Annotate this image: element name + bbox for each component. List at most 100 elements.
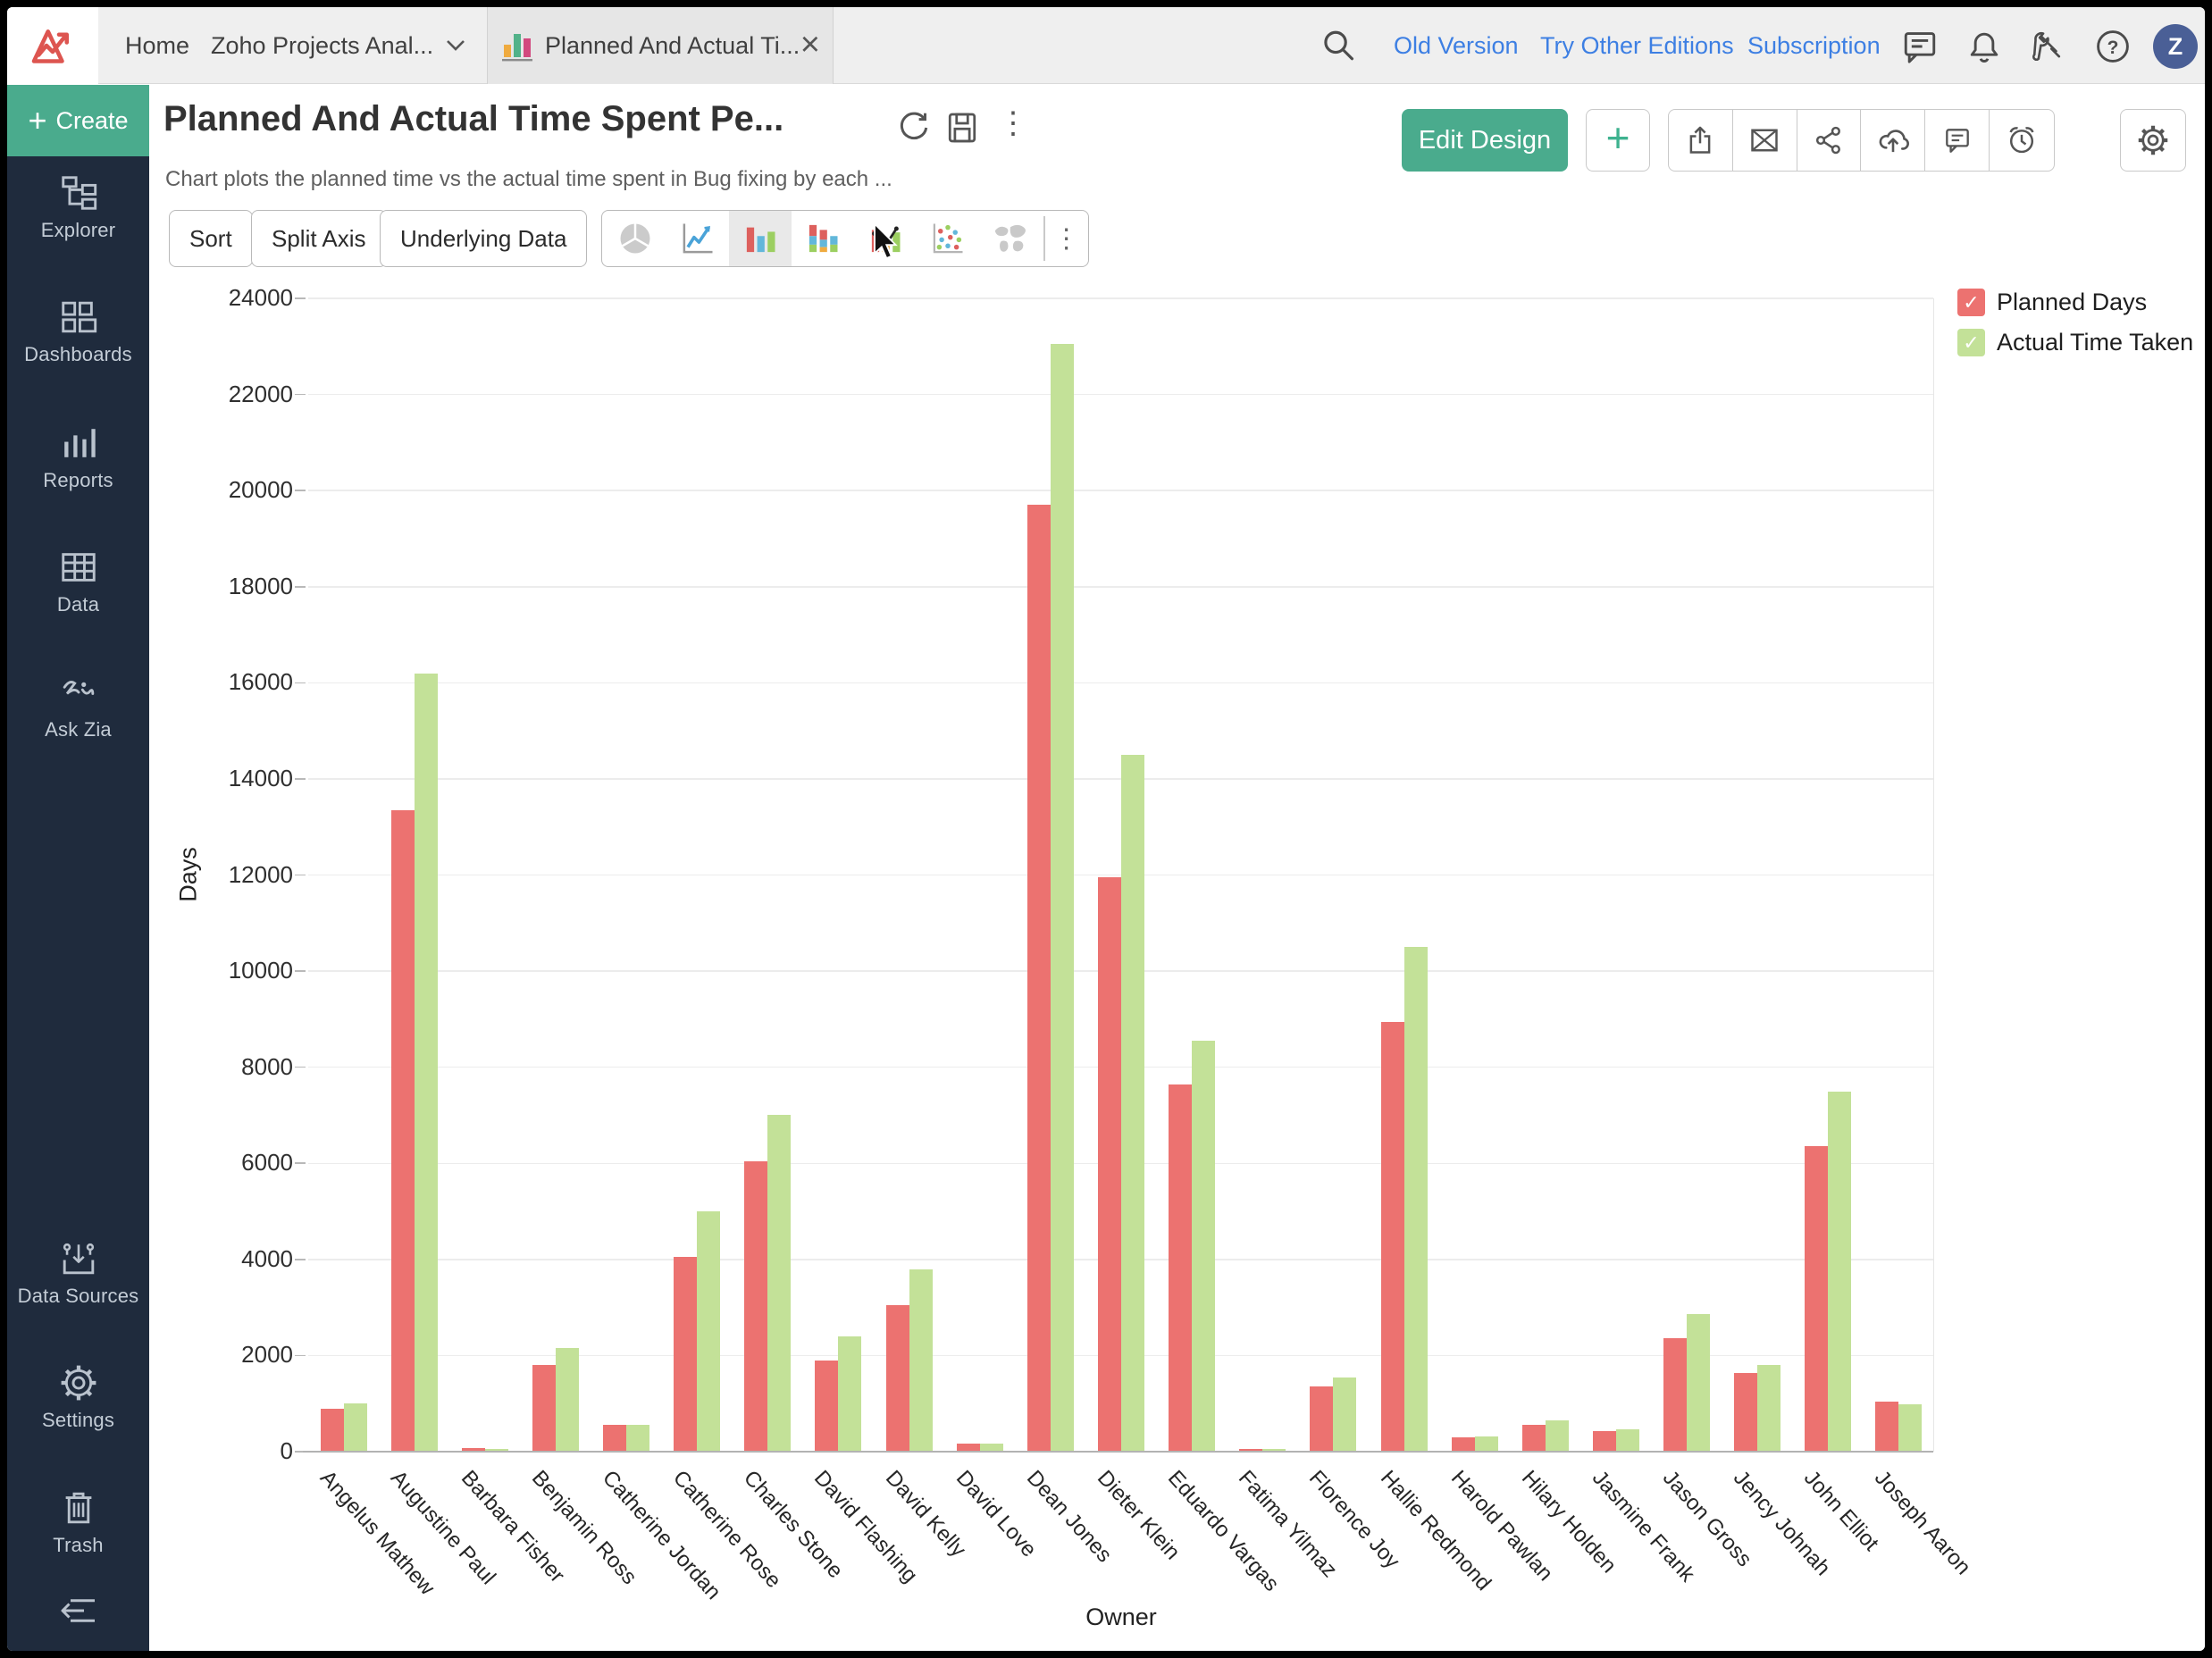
save-icon[interactable] — [944, 110, 980, 146]
bar-actual-time-taken[interactable] — [1333, 1377, 1357, 1452]
trash-icon — [65, 1492, 91, 1524]
bar-actual-time-taken[interactable] — [1262, 1448, 1286, 1452]
underlying-data-button[interactable]: Underlying Data — [380, 210, 588, 267]
bar-planned-days[interactable] — [1734, 1372, 1758, 1452]
export-button[interactable] — [1669, 110, 1733, 171]
bar-actual-time-taken[interactable] — [1687, 1313, 1711, 1452]
bar-planned-days[interactable] — [1451, 1436, 1475, 1452]
bar-planned-days[interactable] — [1592, 1431, 1616, 1452]
stacked-bar-chart-icon[interactable] — [792, 211, 854, 266]
bar-actual-time-taken[interactable] — [414, 673, 438, 1452]
share-button[interactable] — [1797, 110, 1862, 171]
bar-actual-time-taken[interactable] — [1545, 1420, 1569, 1452]
notifications-bell-icon[interactable] — [1965, 28, 2003, 65]
bar-chart-type-icon[interactable] — [729, 211, 792, 266]
bar-planned-days[interactable] — [1663, 1337, 1688, 1452]
link-subscription[interactable]: Subscription — [1747, 32, 1881, 59]
legend-item-planned-days[interactable]: ✓ Planned Days — [1957, 289, 2193, 316]
sidebar-item-data[interactable]: Data — [7, 547, 149, 616]
nav-home[interactable]: Home — [125, 32, 190, 59]
sidebar-item-explorer[interactable]: Explorer — [7, 172, 149, 242]
create-button[interactable]: + Create — [7, 85, 149, 156]
bar-actual-time-taken[interactable] — [1050, 344, 1074, 1452]
bar-actual-time-taken[interactable] — [1898, 1404, 1923, 1452]
bar-actual-time-taken[interactable] — [697, 1211, 721, 1452]
comments-button[interactable] — [1925, 110, 1990, 171]
bar-actual-time-taken[interactable] — [1828, 1091, 1852, 1452]
bar-actual-time-taken[interactable] — [343, 1403, 367, 1452]
report-subtitle: Chart plots the planned time vs the actu… — [165, 167, 892, 191]
map-chart-icon[interactable] — [979, 211, 1042, 266]
bar-planned-days[interactable] — [956, 1443, 980, 1452]
edit-design-button[interactable]: Edit Design — [1402, 109, 1568, 172]
sidebar-item-data-sources[interactable]: Data Sources — [7, 1238, 149, 1308]
settings-gear-button[interactable] — [2120, 109, 2186, 172]
bar-planned-days[interactable] — [1521, 1424, 1546, 1452]
bar-actual-time-taken[interactable] — [555, 1348, 579, 1452]
scatter-chart-icon[interactable] — [917, 211, 979, 266]
bar-actual-time-taken[interactable] — [838, 1336, 862, 1452]
bar-planned-days[interactable] — [1098, 877, 1121, 1452]
kebab-menu-icon[interactable]: ⋮ — [998, 106, 1028, 140]
nav-workspace[interactable]: Zoho Projects Anal... — [211, 7, 465, 84]
refresh-icon[interactable] — [896, 110, 932, 146]
legend-item-actual-time-taken[interactable]: ✓ Actual Time Taken — [1957, 329, 2193, 356]
plot-area: 0 2000 4000 6000 8000 10000 12000 14000 16000 180… — [229, 284, 1976, 1604]
bar-planned-days[interactable] — [603, 1424, 627, 1452]
chevron-down-icon — [447, 40, 465, 51]
pie-chart-icon[interactable] — [604, 211, 666, 266]
sidebar-item-settings[interactable]: Settings — [7, 1362, 149, 1432]
bar-actual-time-taken[interactable] — [1474, 1436, 1498, 1452]
bar-planned-days[interactable] — [744, 1160, 768, 1452]
sort-button[interactable]: Sort — [169, 210, 253, 267]
line-chart-icon[interactable] — [666, 211, 729, 266]
more-chart-types-icon[interactable]: ⋮ — [1052, 223, 1080, 254]
bar-actual-time-taken[interactable] — [767, 1115, 792, 1452]
bar-planned-days[interactable] — [390, 809, 415, 1452]
bar-planned-days[interactable] — [815, 1360, 839, 1452]
avatar[interactable]: Z — [2153, 24, 2198, 69]
bar-planned-days[interactable] — [1875, 1402, 1899, 1452]
bar-planned-days[interactable] — [320, 1408, 344, 1452]
x-axis-title: Owner — [1085, 1604, 1157, 1630]
bar-planned-days[interactable] — [1239, 1448, 1263, 1452]
publish-cloud-button[interactable] — [1861, 110, 1926, 171]
bar-planned-days[interactable] — [1026, 505, 1051, 1452]
tab-planned-and-actual[interactable]: Planned And Actual Ti... × — [487, 7, 834, 84]
bar-planned-days[interactable] — [674, 1257, 698, 1452]
bar-actual-time-taken[interactable] — [1403, 947, 1428, 1452]
add-button[interactable]: + — [1586, 109, 1650, 172]
bar-actual-time-taken[interactable] — [626, 1424, 650, 1452]
split-axis-button[interactable]: Split Axis — [251, 210, 387, 267]
x-tick-label: Catherine Jordan — [598, 1466, 726, 1604]
bar-planned-days[interactable] — [532, 1365, 556, 1452]
bar-planned-days[interactable] — [461, 1447, 485, 1452]
bar-planned-days[interactable] — [1310, 1386, 1334, 1452]
help-icon[interactable]: ? — [2094, 28, 2132, 65]
bar-actual-time-taken[interactable] — [1121, 755, 1144, 1452]
bar-actual-time-taken[interactable] — [484, 1448, 508, 1452]
bar-actual-time-taken[interactable] — [1192, 1041, 1216, 1452]
link-try-other-editions[interactable]: Try Other Editions — [1540, 32, 1734, 59]
collapse-sidebar-icon[interactable] — [7, 1593, 149, 1633]
link-old-version[interactable]: Old Version — [1394, 32, 1519, 59]
email-button[interactable] — [1733, 110, 1797, 171]
bar-planned-days[interactable] — [1169, 1084, 1193, 1452]
bar-actual-time-taken[interactable] — [979, 1443, 1003, 1452]
sidebar-item-ask-zia[interactable]: Ask Zia — [7, 672, 149, 741]
tools-icon[interactable] — [2028, 28, 2065, 65]
feedback-icon[interactable] — [1901, 28, 1939, 65]
bar-actual-time-taken[interactable] — [909, 1269, 933, 1452]
bar-actual-time-taken[interactable] — [1757, 1364, 1781, 1452]
search-icon[interactable] — [1320, 28, 1358, 65]
zoho-analytics-logo[interactable] — [7, 7, 98, 84]
bar-actual-time-taken[interactable] — [1615, 1429, 1639, 1452]
bar-planned-days[interactable] — [1380, 1021, 1404, 1452]
close-icon[interactable]: × — [800, 26, 820, 63]
sidebar-item-dashboards[interactable]: Dashboards — [7, 297, 149, 366]
bar-planned-days[interactable] — [1805, 1146, 1829, 1452]
sidebar-item-trash[interactable]: Trash — [7, 1487, 149, 1557]
sidebar-item-reports[interactable]: Reports — [7, 423, 149, 492]
schedule-alarm-button[interactable] — [1990, 110, 2054, 171]
bar-planned-days[interactable] — [885, 1304, 909, 1452]
